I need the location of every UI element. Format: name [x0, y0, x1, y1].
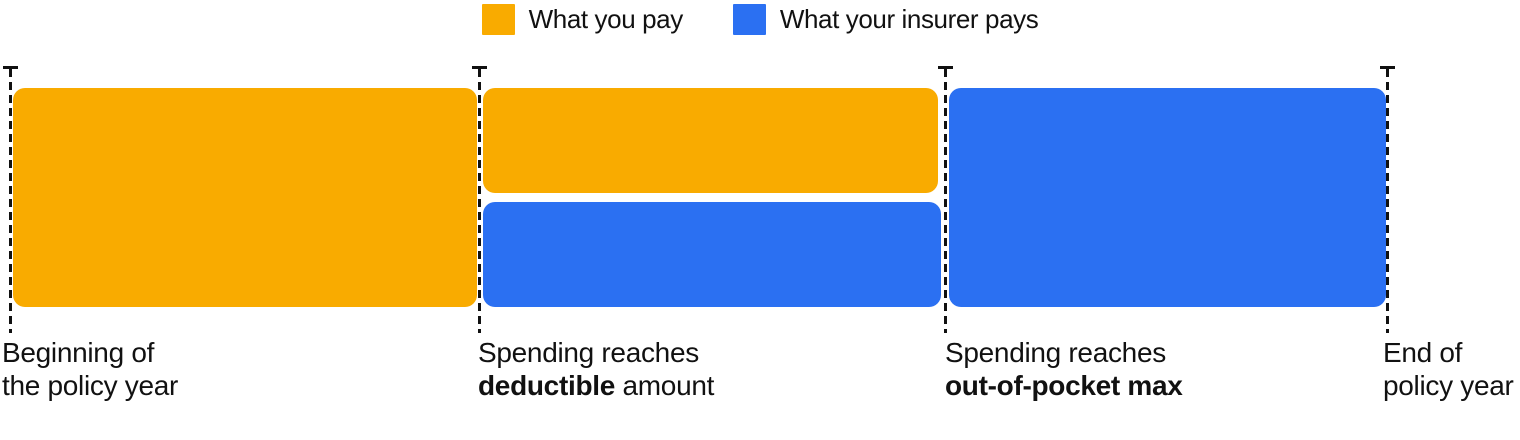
label-policy-start: Beginning of the policy year: [2, 336, 178, 402]
label-oop-max: Spending reaches out-of-pocket max: [945, 336, 1183, 402]
dashed-line: [943, 69, 947, 333]
insurer-pays-swatch-icon: [732, 3, 766, 35]
tick-cap-icon: [471, 66, 487, 69]
label-line1: Beginning of: [2, 337, 155, 368]
label-line2: out-of-pocket max: [945, 370, 1183, 401]
dashed-line: [477, 69, 481, 333]
legend-item-you-pay: What you pay: [481, 3, 684, 35]
divider-policy-end: [1379, 66, 1395, 333]
label-policy-end: End of policy year: [1383, 336, 1514, 402]
phase2-you-pay-block: [483, 88, 938, 193]
tick-cap-icon: [1379, 66, 1395, 69]
label-line1: Spending reaches: [945, 337, 1166, 368]
tick-cap-icon: [2, 66, 18, 69]
dashed-line: [1385, 69, 1389, 333]
legend: What you pay What your insurer pays: [0, 3, 1520, 35]
legend-label-you-pay: What you pay: [528, 4, 684, 34]
label-line2: policy year: [1383, 370, 1514, 401]
label-line1: End of: [1383, 337, 1463, 368]
dashed-line: [8, 69, 12, 333]
divider-oop-max: [937, 66, 953, 333]
divider-policy-start: [2, 66, 18, 333]
label-line2: deductible amount: [478, 370, 715, 401]
phase3-insurer-pays-block: [949, 88, 1386, 307]
phase1-you-pay-block: [13, 88, 477, 307]
legend-item-insurer-pays: What your insurer pays: [732, 3, 1039, 35]
phase2-insurer-pays-block: [483, 202, 941, 307]
label-line1: Spending reaches: [478, 337, 699, 368]
label-deductible: Spending reaches deductible amount: [478, 336, 714, 402]
tick-cap-icon: [937, 66, 953, 69]
divider-deductible: [471, 66, 487, 333]
you-pay-swatch-icon: [481, 3, 515, 35]
label-line2: the policy year: [2, 370, 179, 401]
legend-label-insurer-pays: What your insurer pays: [779, 4, 1039, 34]
